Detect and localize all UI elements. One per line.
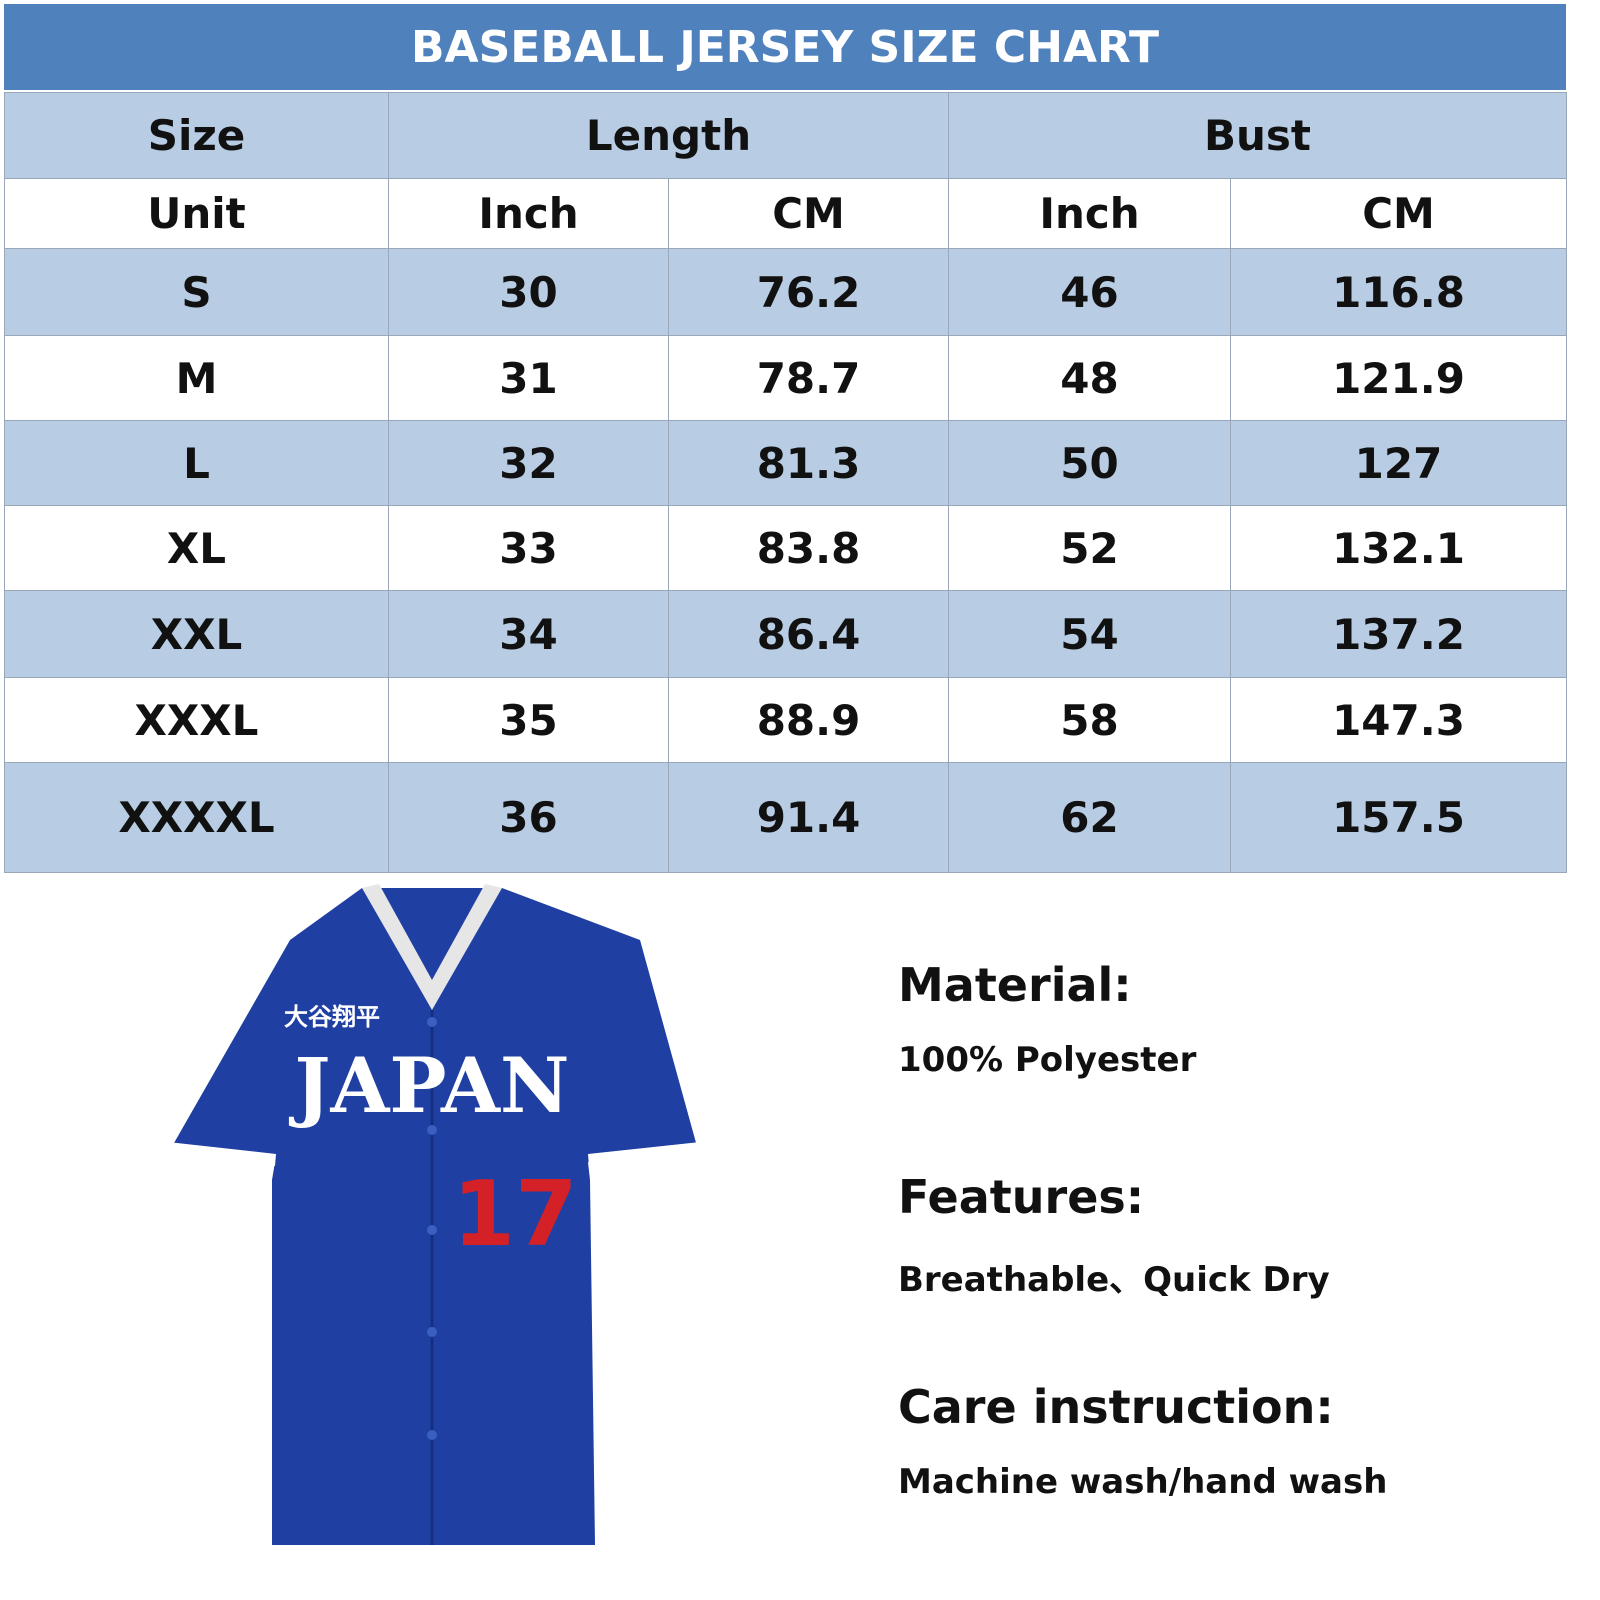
unit-cell: CM [1230,178,1568,249]
size-row: XL 33 83.8 52 132.1 [4,505,1568,591]
size-cell: 137.2 [1230,590,1568,678]
jersey-name: 大谷翔平 [284,1003,380,1031]
size-cell: 30 [388,248,669,336]
info-heading: Material: [898,958,1132,1012]
info-text: 100% Polyester [898,1040,1197,1080]
header-cell: Size [4,92,389,179]
size-cell: 35 [388,677,669,763]
size-row: XXXXL 36 91.4 62 157.5 [4,762,1568,873]
size-cell: 32 [388,420,669,506]
size-cell: 58 [948,677,1232,763]
buttons [427,1017,437,1440]
size-cell: 36 [388,762,669,873]
sleeve-cuff-left [166,1142,276,1166]
size-cell: 86.4 [667,590,950,678]
size-cell: 147.3 [1230,677,1568,763]
size-cell: XXXL [4,677,389,763]
size-cell: 127 [1230,420,1568,506]
jersey-body [170,888,698,1545]
size-row: M 31 78.7 48 121.9 [4,335,1568,421]
size-cell: XXXXL [4,762,389,873]
sleeve-cuff-right [588,1142,702,1166]
size-cell: XXL [4,590,389,678]
size-cell: XL [4,505,389,591]
size-cell: 116.8 [1230,248,1568,336]
size-cell: 33 [388,505,669,591]
size-cell: 121.9 [1230,335,1568,421]
size-row: L 32 81.3 50 127 [4,420,1568,506]
size-table: Size Length Bust Unit Inch CM Inch CM S 30 76.2 46 1… [4,92,1568,873]
size-row: S 30 76.2 46 116.8 [4,248,1568,336]
size-cell: 50 [948,420,1232,506]
chart-title: BASEBALL JERSEY SIZE CHART [4,4,1566,90]
size-cell: 54 [948,590,1232,678]
size-cell: 46 [948,248,1232,336]
header-row: Size Length Bust [4,92,1568,179]
info-text: Machine wash/hand wash [898,1462,1388,1502]
jersey-collar [362,884,502,1010]
jersey-image: 大谷翔平 JAPAN 17 [166,884,702,1545]
unit-cell: Inch [948,178,1232,249]
size-cell: 48 [948,335,1232,421]
size-cell: 31 [388,335,669,421]
info-text: Breathable、Quick Dry [898,1260,1330,1300]
unit-cell: Inch [388,178,669,249]
jersey-number: 17 [452,1162,577,1267]
size-row: XXL 34 86.4 54 137.2 [4,590,1568,678]
size-cell: 91.4 [667,762,950,873]
size-cell: 62 [948,762,1232,873]
size-cell: 78.7 [667,335,950,421]
size-cell: 34 [388,590,669,678]
header-cell: Bust [948,92,1568,179]
size-cell: 88.9 [667,677,950,763]
size-cell: 132.1 [1230,505,1568,591]
unit-row: Unit Inch CM Inch CM [4,178,1568,249]
info-heading: Features: [898,1170,1145,1224]
size-cell: S [4,248,389,336]
size-cell: 83.8 [667,505,950,591]
info-heading: Care instruction: [898,1380,1334,1434]
size-cell: 157.5 [1230,762,1568,873]
unit-cell: CM [667,178,950,249]
size-row: XXXL 35 88.9 58 147.3 [4,677,1568,763]
unit-cell: Unit [4,178,389,249]
size-cell: 76.2 [667,248,950,336]
size-cell: M [4,335,389,421]
size-cell: L [4,420,389,506]
size-cell: 81.3 [667,420,950,506]
header-cell: Length [387,92,950,179]
size-cell: 52 [948,505,1232,591]
jersey-team: JAPAN [289,1041,570,1130]
